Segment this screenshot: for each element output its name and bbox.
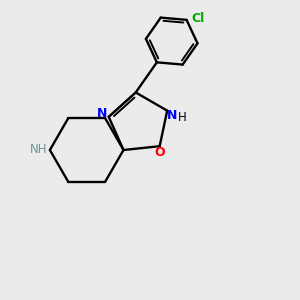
Text: Cl: Cl xyxy=(192,12,205,25)
Text: NH: NH xyxy=(30,143,47,157)
Text: O: O xyxy=(154,146,165,159)
Text: H: H xyxy=(178,111,187,124)
Text: N: N xyxy=(97,107,107,120)
Text: N: N xyxy=(167,110,177,122)
